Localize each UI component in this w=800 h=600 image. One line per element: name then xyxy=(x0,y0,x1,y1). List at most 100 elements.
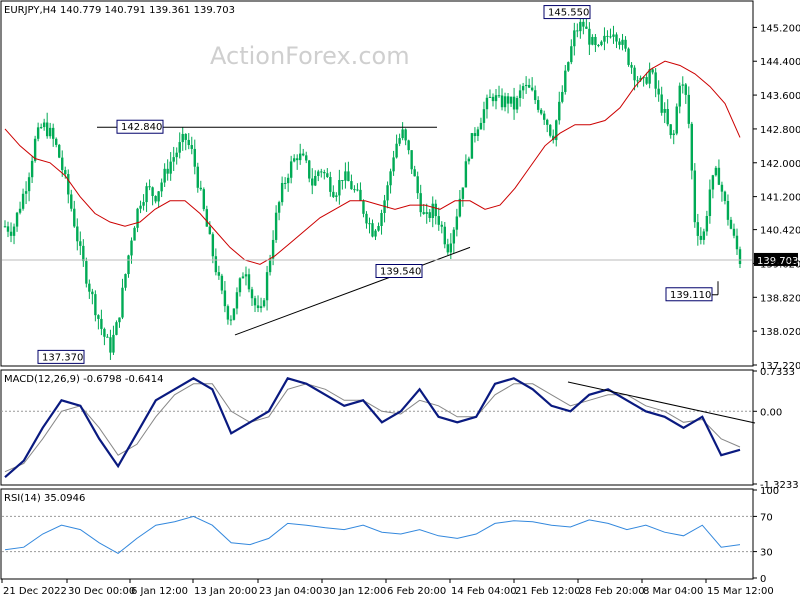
candle-body xyxy=(3,226,7,228)
candle-body xyxy=(274,212,278,240)
candle xyxy=(148,179,151,191)
candle xyxy=(485,94,489,119)
candle xyxy=(302,148,305,157)
rsi-tick-label: 70 xyxy=(760,512,773,523)
candle-body xyxy=(184,133,187,140)
price-annotation: 142.840 xyxy=(116,119,164,134)
candle-body xyxy=(338,180,341,196)
candle-body xyxy=(455,216,459,230)
candle-body xyxy=(241,276,245,279)
candle-body xyxy=(609,36,612,38)
candle xyxy=(654,68,657,98)
candle xyxy=(199,180,202,191)
candle-body xyxy=(600,41,603,46)
support-trend-line xyxy=(234,246,471,336)
candle-body xyxy=(283,182,287,184)
candle xyxy=(39,123,43,129)
candle-body xyxy=(223,290,227,307)
candle-body xyxy=(220,275,224,291)
candle xyxy=(323,169,326,180)
candle-body xyxy=(30,160,34,178)
price-tick-label: 138.020 xyxy=(760,327,800,338)
price-annotation: 145.550 xyxy=(543,5,591,20)
candle xyxy=(235,287,239,315)
candle xyxy=(606,30,609,44)
candle-body xyxy=(42,122,46,128)
candle-body xyxy=(693,170,697,223)
candle-body xyxy=(657,88,660,95)
candle xyxy=(500,88,504,111)
candle-body xyxy=(124,274,127,288)
candle xyxy=(112,325,115,356)
candle-body xyxy=(440,224,443,227)
candle-body xyxy=(488,96,492,98)
candle-body xyxy=(244,274,248,277)
price-annotation-label: 137.370 xyxy=(42,352,83,363)
price-annotation: 139.110 xyxy=(665,287,713,302)
candle-body xyxy=(250,289,254,299)
candle-body xyxy=(308,160,311,179)
candle-body xyxy=(500,95,504,108)
macd-tick-label: 0.7333 xyxy=(760,367,795,378)
candle-body xyxy=(79,241,82,246)
candle-body xyxy=(295,158,299,161)
candle xyxy=(187,133,190,150)
candle xyxy=(497,85,501,98)
candle xyxy=(133,226,136,241)
candle-body xyxy=(100,318,103,329)
candle-body xyxy=(169,161,172,174)
candle-body xyxy=(58,144,61,158)
candle xyxy=(717,159,721,186)
candle xyxy=(678,82,681,114)
candle xyxy=(151,186,154,206)
candle xyxy=(27,172,31,202)
candle xyxy=(714,165,718,177)
candle xyxy=(536,96,540,113)
candle xyxy=(708,179,712,224)
candle-body xyxy=(392,157,395,172)
candle xyxy=(440,221,443,234)
candle xyxy=(603,27,606,51)
time-tick-label: 21 Dec 2022 xyxy=(3,586,67,597)
price-tick-label: 142.800 xyxy=(760,125,800,136)
candle-body xyxy=(12,226,16,236)
price-annotation-box xyxy=(116,119,164,134)
candle-body xyxy=(633,67,636,81)
candle xyxy=(130,237,133,264)
candle xyxy=(172,146,175,172)
candle xyxy=(609,28,612,39)
candle-body xyxy=(292,158,296,162)
candle xyxy=(311,168,314,195)
candle xyxy=(392,150,395,176)
candle xyxy=(594,34,597,53)
candle xyxy=(18,201,22,215)
candle-body xyxy=(320,171,323,173)
candle xyxy=(726,194,730,226)
candle xyxy=(410,150,413,174)
candle xyxy=(48,122,52,139)
candle xyxy=(136,207,139,233)
candle-body xyxy=(374,230,377,237)
candle xyxy=(509,96,513,107)
candle-body xyxy=(705,215,709,232)
candle xyxy=(488,89,492,98)
candle-body xyxy=(166,168,169,174)
candle-body xyxy=(546,119,549,125)
candle-body xyxy=(413,169,416,177)
candle xyxy=(407,139,410,155)
candle-body xyxy=(729,219,733,229)
candle xyxy=(3,220,7,228)
candle-body xyxy=(470,133,474,159)
candle xyxy=(395,134,398,159)
rsi-line xyxy=(4,515,741,555)
candle xyxy=(106,333,109,338)
candle xyxy=(452,227,456,254)
candle-body xyxy=(229,319,233,321)
candle-body xyxy=(151,187,154,196)
candle-body xyxy=(576,30,579,32)
candle xyxy=(624,36,627,52)
candle xyxy=(738,246,742,268)
candle xyxy=(696,213,700,246)
candle-body xyxy=(368,223,371,225)
candle xyxy=(6,221,10,238)
